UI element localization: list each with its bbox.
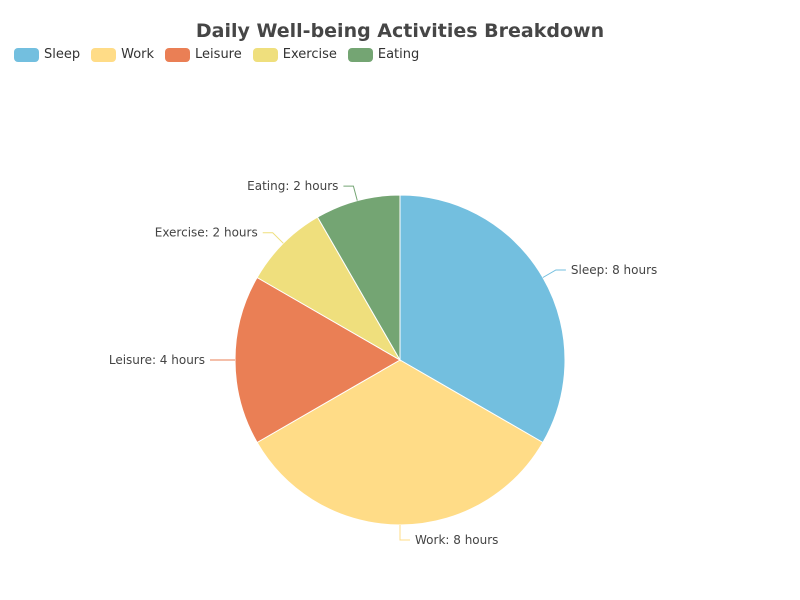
- label-line-sleep: [542, 269, 566, 278]
- legend-swatch-exercise: [252, 47, 278, 62]
- legend-label-leisure: Leisure: [195, 47, 242, 62]
- pie-slice-leisure[interactable]: [234, 276, 401, 444]
- slice-label-leisure: Leisure: 4 hours: [109, 353, 205, 367]
- slice-label-sleep: Sleep: 8 hours: [571, 263, 657, 277]
- pie-slice-eating[interactable]: [316, 194, 401, 362]
- chart-legend: Sleep Work Leisure Exercise Eating: [14, 47, 430, 62]
- legend-swatch-leisure: [165, 47, 191, 62]
- slice-label-eating: Eating: 2 hours: [247, 179, 338, 193]
- legend-swatch-sleep: [14, 47, 39, 62]
- legend-label-exercise: Exercise: [282, 47, 337, 62]
- legend-label-sleep: Sleep: [44, 47, 81, 62]
- label-line-work: [399, 525, 410, 541]
- pie-slice-sleep[interactable]: [399, 194, 566, 444]
- chart-title: Daily Well-being Activities Breakdown: [195, 20, 605, 42]
- legend-item-exercise[interactable]: Exercise: [252, 47, 337, 62]
- legend-label-eating: Eating: [377, 47, 420, 62]
- pie-slice-exercise[interactable]: [256, 216, 402, 362]
- pie-slice-work[interactable]: [256, 359, 544, 526]
- label-line-eating: [343, 185, 358, 201]
- legend-label-work: Work: [121, 47, 155, 62]
- legend-item-eating[interactable]: Eating: [347, 47, 420, 62]
- slice-label-exercise: Exercise: 2 hours: [155, 226, 258, 240]
- label-line-exercise: [262, 232, 284, 244]
- legend-item-work[interactable]: Work: [91, 47, 154, 62]
- legend-item-leisure[interactable]: Leisure: [165, 47, 242, 62]
- legend-item-sleep[interactable]: Sleep: [14, 47, 80, 62]
- legend-swatch-work: [91, 47, 117, 62]
- legend-swatch-eating: [347, 47, 373, 62]
- slice-label-work: Work: 8 hours: [415, 533, 498, 547]
